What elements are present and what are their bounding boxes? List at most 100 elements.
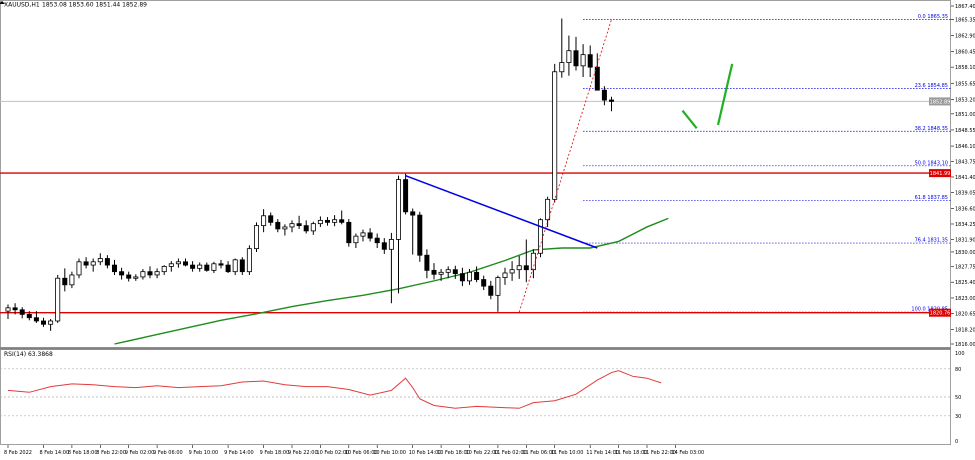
projection-up-stroke [716, 63, 734, 126]
price-tick-label: 1865.35 [955, 17, 975, 23]
time-tick-label: 9 Feb 18:00 [260, 450, 290, 456]
candle-body [410, 211, 416, 216]
price-tick-label: 1843.75 [955, 160, 975, 166]
price-tick-label: 1841.40 [955, 175, 975, 181]
candle-body [559, 62, 565, 73]
rsi-label: RSI(14) 63.3868 [4, 351, 53, 358]
resistance-price-box [929, 169, 951, 178]
candle-body [268, 215, 274, 223]
rsi-tick-label: 80 [955, 367, 961, 373]
candle-body [552, 71, 558, 200]
candle-body [33, 317, 39, 322]
candle-body [182, 261, 188, 266]
rsi-tick-label: 50 [955, 395, 961, 401]
candle-body [580, 54, 586, 67]
candle-body [594, 66, 600, 91]
candle-body [431, 269, 437, 275]
current-price-box [929, 97, 951, 106]
candle-body [246, 248, 252, 273]
rsi-indicator: 100 80 50 30 0 [0, 351, 965, 445]
projection-down-stroke [681, 109, 698, 129]
time-tick-label: 9 Feb 02:00 [125, 450, 155, 456]
time-tick-label: 9 Feb 22:00 [288, 450, 318, 456]
candle-body [147, 271, 153, 276]
time-axis: 8 Feb 2022 8 Feb 14:008 Feb 18:008 Feb 22… [4, 445, 704, 456]
ohlc-label: 1853.08 1853.60 1851.44 1852.89 [42, 2, 147, 9]
price-axis: 1867.40 1865.35 1862.90 1860.45 1858.10 1855.… [929, 4, 975, 348]
time-tick-label: 11 Feb 14:00 [586, 450, 619, 456]
drawings [405, 19, 734, 313]
candle-body [253, 225, 259, 250]
candle-body [62, 277, 68, 286]
main-panel [0, 0, 951, 348]
fib-level-label: 23.6 1854.85 [915, 83, 948, 89]
time-tick-label: 8 Feb 18:00 [68, 450, 98, 456]
rsi-tick-label: 0 [955, 439, 958, 445]
current-price-label: 1852.89 [930, 99, 951, 105]
candle-body [76, 261, 82, 276]
candle-body [374, 237, 380, 244]
candle-body [204, 264, 210, 271]
price-tick-label: 1858.10 [955, 65, 975, 71]
candle-body [403, 179, 409, 213]
candle-body [197, 264, 203, 269]
candle-body [566, 50, 572, 63]
time-tick-label: 11 Feb 22:00 [643, 450, 676, 456]
candle-body [296, 223, 302, 227]
price-tick-label: 1839.05 [955, 190, 975, 196]
candle-body [97, 258, 103, 263]
candle-body [83, 261, 89, 266]
candle-body [417, 214, 423, 256]
symbol-label: XAUUSD,H1 [4, 2, 40, 9]
candle-body [466, 271, 472, 282]
price-tick-label: 1855.65 [955, 81, 975, 87]
candle-body [154, 271, 160, 276]
candle-body [310, 223, 316, 232]
rsi-tick-label: 100 [955, 351, 965, 357]
time-tick-label: 9 Feb 10:00 [189, 450, 219, 456]
candle-body [488, 285, 494, 296]
fib-anchor-line [518, 19, 612, 313]
time-tick-label: 8 Feb 22:00 [96, 450, 126, 456]
candle-body [545, 198, 551, 221]
candle-body [573, 50, 579, 67]
candle-body [438, 271, 444, 275]
candles [5, 18, 615, 331]
candle-body [289, 223, 295, 228]
candle-body [190, 264, 196, 269]
price-tick-label: 1848.55 [955, 128, 975, 134]
time-tick-label: 10 Feb 06:00 [345, 450, 378, 456]
time-tick-label: 9 Feb 06:00 [153, 450, 183, 456]
time-tick-label: 8 Feb 2022 [4, 450, 32, 456]
candle-body [5, 307, 11, 312]
candle-body [218, 263, 224, 266]
time-tick-label: 8 Feb 14:00 [40, 450, 70, 456]
time-tick-label: 14 Feb 03:00 [671, 450, 704, 456]
candle-body [19, 309, 25, 315]
candle-body [459, 273, 465, 282]
fib-level-label: 76.4 1831.35 [915, 238, 948, 244]
candle-body [48, 320, 54, 325]
price-tick-label: 1827.75 [955, 265, 975, 271]
price-tick-label: 1867.40 [955, 4, 975, 10]
candle-body [367, 232, 373, 239]
resistance-price-label: 1841.99 [930, 171, 951, 177]
fib-level-label: 50.0 1843.10 [915, 160, 948, 166]
candle-body [282, 226, 288, 230]
candle-body [495, 277, 501, 296]
candle-body [516, 265, 522, 271]
candle-body [261, 215, 267, 227]
candle-body [26, 314, 32, 319]
time-tick-label: 11 Feb 06:00 [522, 450, 555, 456]
price-tick-label: 1823.00 [955, 296, 975, 302]
price-tick-label: 1830.00 [955, 250, 975, 256]
time-tick-label: 10 Feb 14:00 [409, 450, 442, 456]
fib-level-label: 0.0 1865.35 [918, 14, 948, 20]
price-tick-label: 1816.00 [955, 342, 975, 348]
candle-body [523, 265, 529, 271]
candle-body [168, 263, 174, 267]
candle-body [161, 266, 167, 273]
candle-body [133, 276, 139, 279]
rsi-line [7, 370, 662, 409]
